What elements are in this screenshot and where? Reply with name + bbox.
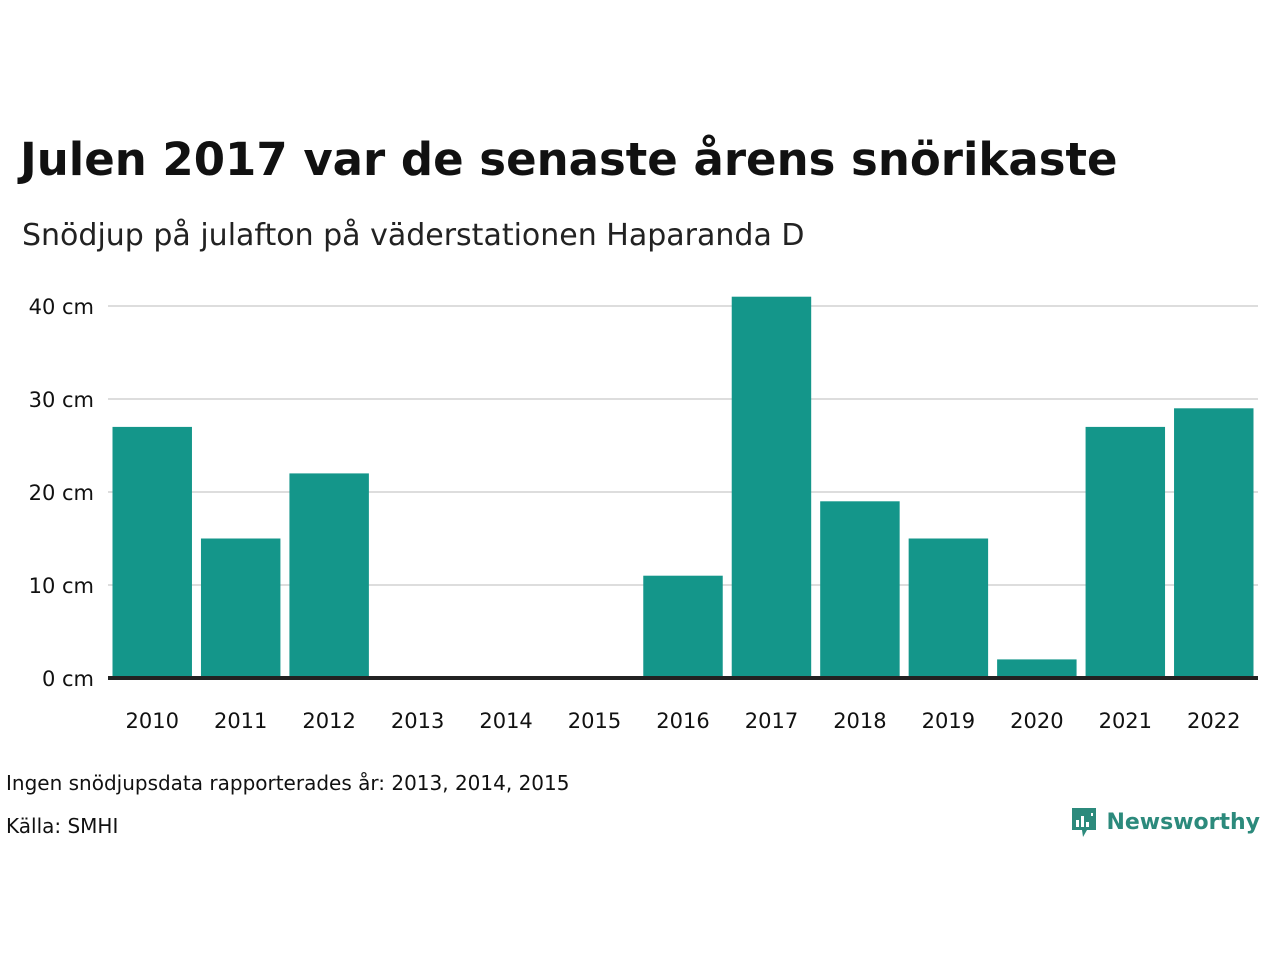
bar-2019 — [908, 538, 989, 678]
x-tick-label: 2022 — [1187, 709, 1240, 733]
x-tick-label: 2015 — [568, 709, 621, 733]
bar-2022 — [1174, 408, 1254, 678]
y-axis-ticks: 0 cm 10 cm 20 cm 30 cm 40 cm — [29, 295, 94, 691]
x-axis-ticks: 2010 2011 2012 2013 2014 2015 2016 2017 2018 2019… — [126, 709, 1241, 733]
source-note: Källa: SMHI — [6, 814, 119, 838]
x-tick-label: 2021 — [1099, 709, 1152, 733]
chart-title: Julen 2017 var de senaste årens snörikas… — [20, 133, 1118, 186]
bar-2012 — [289, 473, 369, 678]
x-tick-label: 2012 — [302, 709, 355, 733]
x-tick-label: 2019 — [922, 709, 975, 733]
gridlines — [108, 305, 1258, 586]
bar-2021 — [1085, 426, 1166, 678]
x-tick-label: 2016 — [656, 709, 709, 733]
x-tick-label: 2014 — [479, 709, 532, 733]
y-tick-label: 30 cm — [29, 388, 94, 412]
bar-2010 — [112, 426, 192, 678]
bars — [112, 296, 1254, 678]
newsworthy-logo: Newsworthy — [1070, 806, 1260, 840]
y-tick-label: 20 cm — [29, 481, 94, 505]
missing-data-note: Ingen snödjupsdata rapporterades år: 201… — [6, 771, 570, 795]
x-tick-label: 2010 — [126, 709, 179, 733]
y-tick-label: 10 cm — [29, 574, 94, 598]
bar-2020 — [997, 659, 1077, 678]
newsworthy-wordmark: Newsworthy — [1106, 810, 1260, 835]
y-tick-label: 40 cm — [29, 295, 94, 319]
x-tick-label: 2017 — [745, 709, 798, 733]
x-tick-label: 2013 — [391, 709, 444, 733]
bar-2011 — [200, 538, 281, 678]
newsworthy-logo-icon — [1072, 808, 1097, 837]
x-tick-label: 2020 — [1010, 709, 1063, 733]
bar-2018 — [820, 501, 900, 678]
chart-subtitle: Snödjup på julafton på väderstationen Ha… — [22, 218, 805, 253]
bar-2017 — [731, 296, 812, 678]
bar-2016 — [643, 575, 723, 678]
x-tick-label: 2018 — [833, 709, 886, 733]
x-tick-label: 2011 — [214, 709, 267, 733]
y-tick-label: 0 cm — [42, 667, 94, 691]
